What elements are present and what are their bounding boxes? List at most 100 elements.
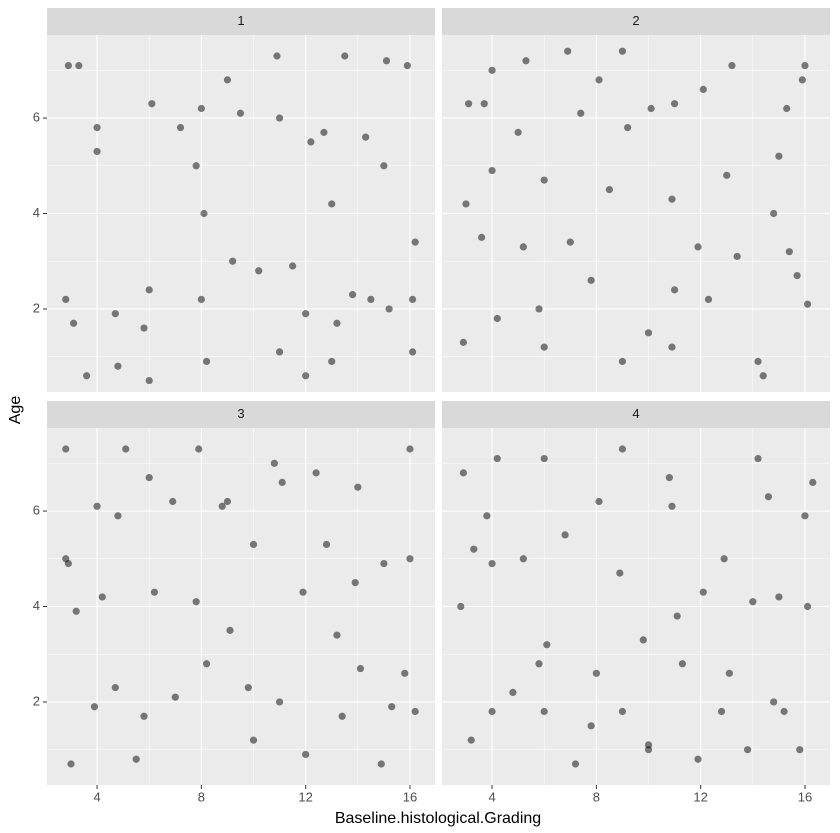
point (195, 445, 203, 453)
strip-label: 1 (237, 13, 244, 28)
point (488, 166, 496, 175)
point (809, 478, 817, 487)
point (798, 76, 806, 84)
point (728, 61, 736, 70)
point (385, 305, 393, 313)
point (780, 707, 788, 716)
point (388, 703, 396, 711)
point (307, 138, 315, 146)
point (624, 123, 632, 132)
point (401, 669, 409, 677)
point (775, 152, 783, 160)
point (145, 474, 153, 482)
point (618, 357, 627, 366)
point (668, 502, 676, 510)
strip (442, 8, 830, 35)
point (509, 688, 517, 697)
point (273, 52, 281, 60)
strip-label: 4 (632, 406, 639, 421)
point (362, 133, 370, 141)
x-tick-label: 12 (693, 789, 707, 804)
x-tick-label: 12 (298, 789, 312, 804)
point (341, 52, 349, 60)
y-tick-label: 6 (33, 109, 40, 124)
point (408, 295, 417, 304)
strip (47, 8, 435, 35)
point (618, 445, 627, 453)
point (411, 238, 419, 246)
point (328, 200, 336, 208)
point (720, 555, 728, 563)
point (312, 469, 320, 477)
x-tick-label: 4 (93, 789, 100, 804)
point (754, 357, 762, 366)
strip (47, 401, 435, 428)
point (459, 338, 467, 346)
point (62, 295, 70, 304)
point (717, 707, 726, 716)
strip-label: 2 (632, 13, 639, 28)
point (169, 497, 177, 506)
point (665, 474, 673, 482)
point (302, 372, 310, 380)
point (289, 262, 297, 270)
point (226, 626, 234, 634)
point (255, 267, 263, 275)
point (775, 593, 783, 601)
point (785, 248, 793, 256)
point (403, 61, 411, 70)
point (793, 271, 801, 280)
x-tick-label: 8 (593, 789, 600, 804)
y-tick-label: 6 (33, 502, 40, 517)
point (192, 162, 200, 170)
point (616, 569, 624, 577)
point (299, 588, 307, 596)
point (483, 512, 491, 520)
point (249, 736, 258, 744)
point (176, 123, 185, 132)
point (354, 483, 362, 491)
point (480, 100, 488, 108)
point (275, 114, 284, 122)
point (197, 295, 205, 304)
point (723, 171, 731, 179)
point (322, 540, 331, 549)
point (270, 459, 278, 467)
point (564, 47, 572, 55)
point (668, 195, 676, 203)
point (644, 329, 653, 337)
point (540, 707, 548, 716)
x-tick-label: 16 (798, 789, 812, 804)
point (223, 497, 232, 506)
point (333, 631, 341, 639)
point (587, 722, 595, 730)
point (540, 454, 548, 463)
point (803, 300, 812, 308)
point (229, 257, 237, 265)
point (803, 602, 812, 611)
point (618, 47, 627, 55)
point (668, 343, 676, 351)
point (223, 76, 232, 84)
point (519, 555, 527, 563)
point (406, 445, 414, 453)
point (493, 454, 501, 463)
x-tick-label: 4 (488, 789, 495, 804)
point (618, 707, 627, 716)
point (595, 76, 603, 84)
point (488, 66, 496, 74)
point (796, 746, 804, 754)
point (377, 760, 385, 768)
point (647, 104, 655, 113)
point (408, 348, 417, 356)
point (249, 540, 258, 549)
point (519, 243, 527, 251)
point (644, 746, 653, 754)
point (351, 579, 359, 587)
point (349, 291, 357, 299)
point (64, 61, 72, 70)
point (457, 602, 465, 611)
point (522, 57, 530, 65)
point (488, 559, 496, 568)
point (244, 684, 252, 692)
